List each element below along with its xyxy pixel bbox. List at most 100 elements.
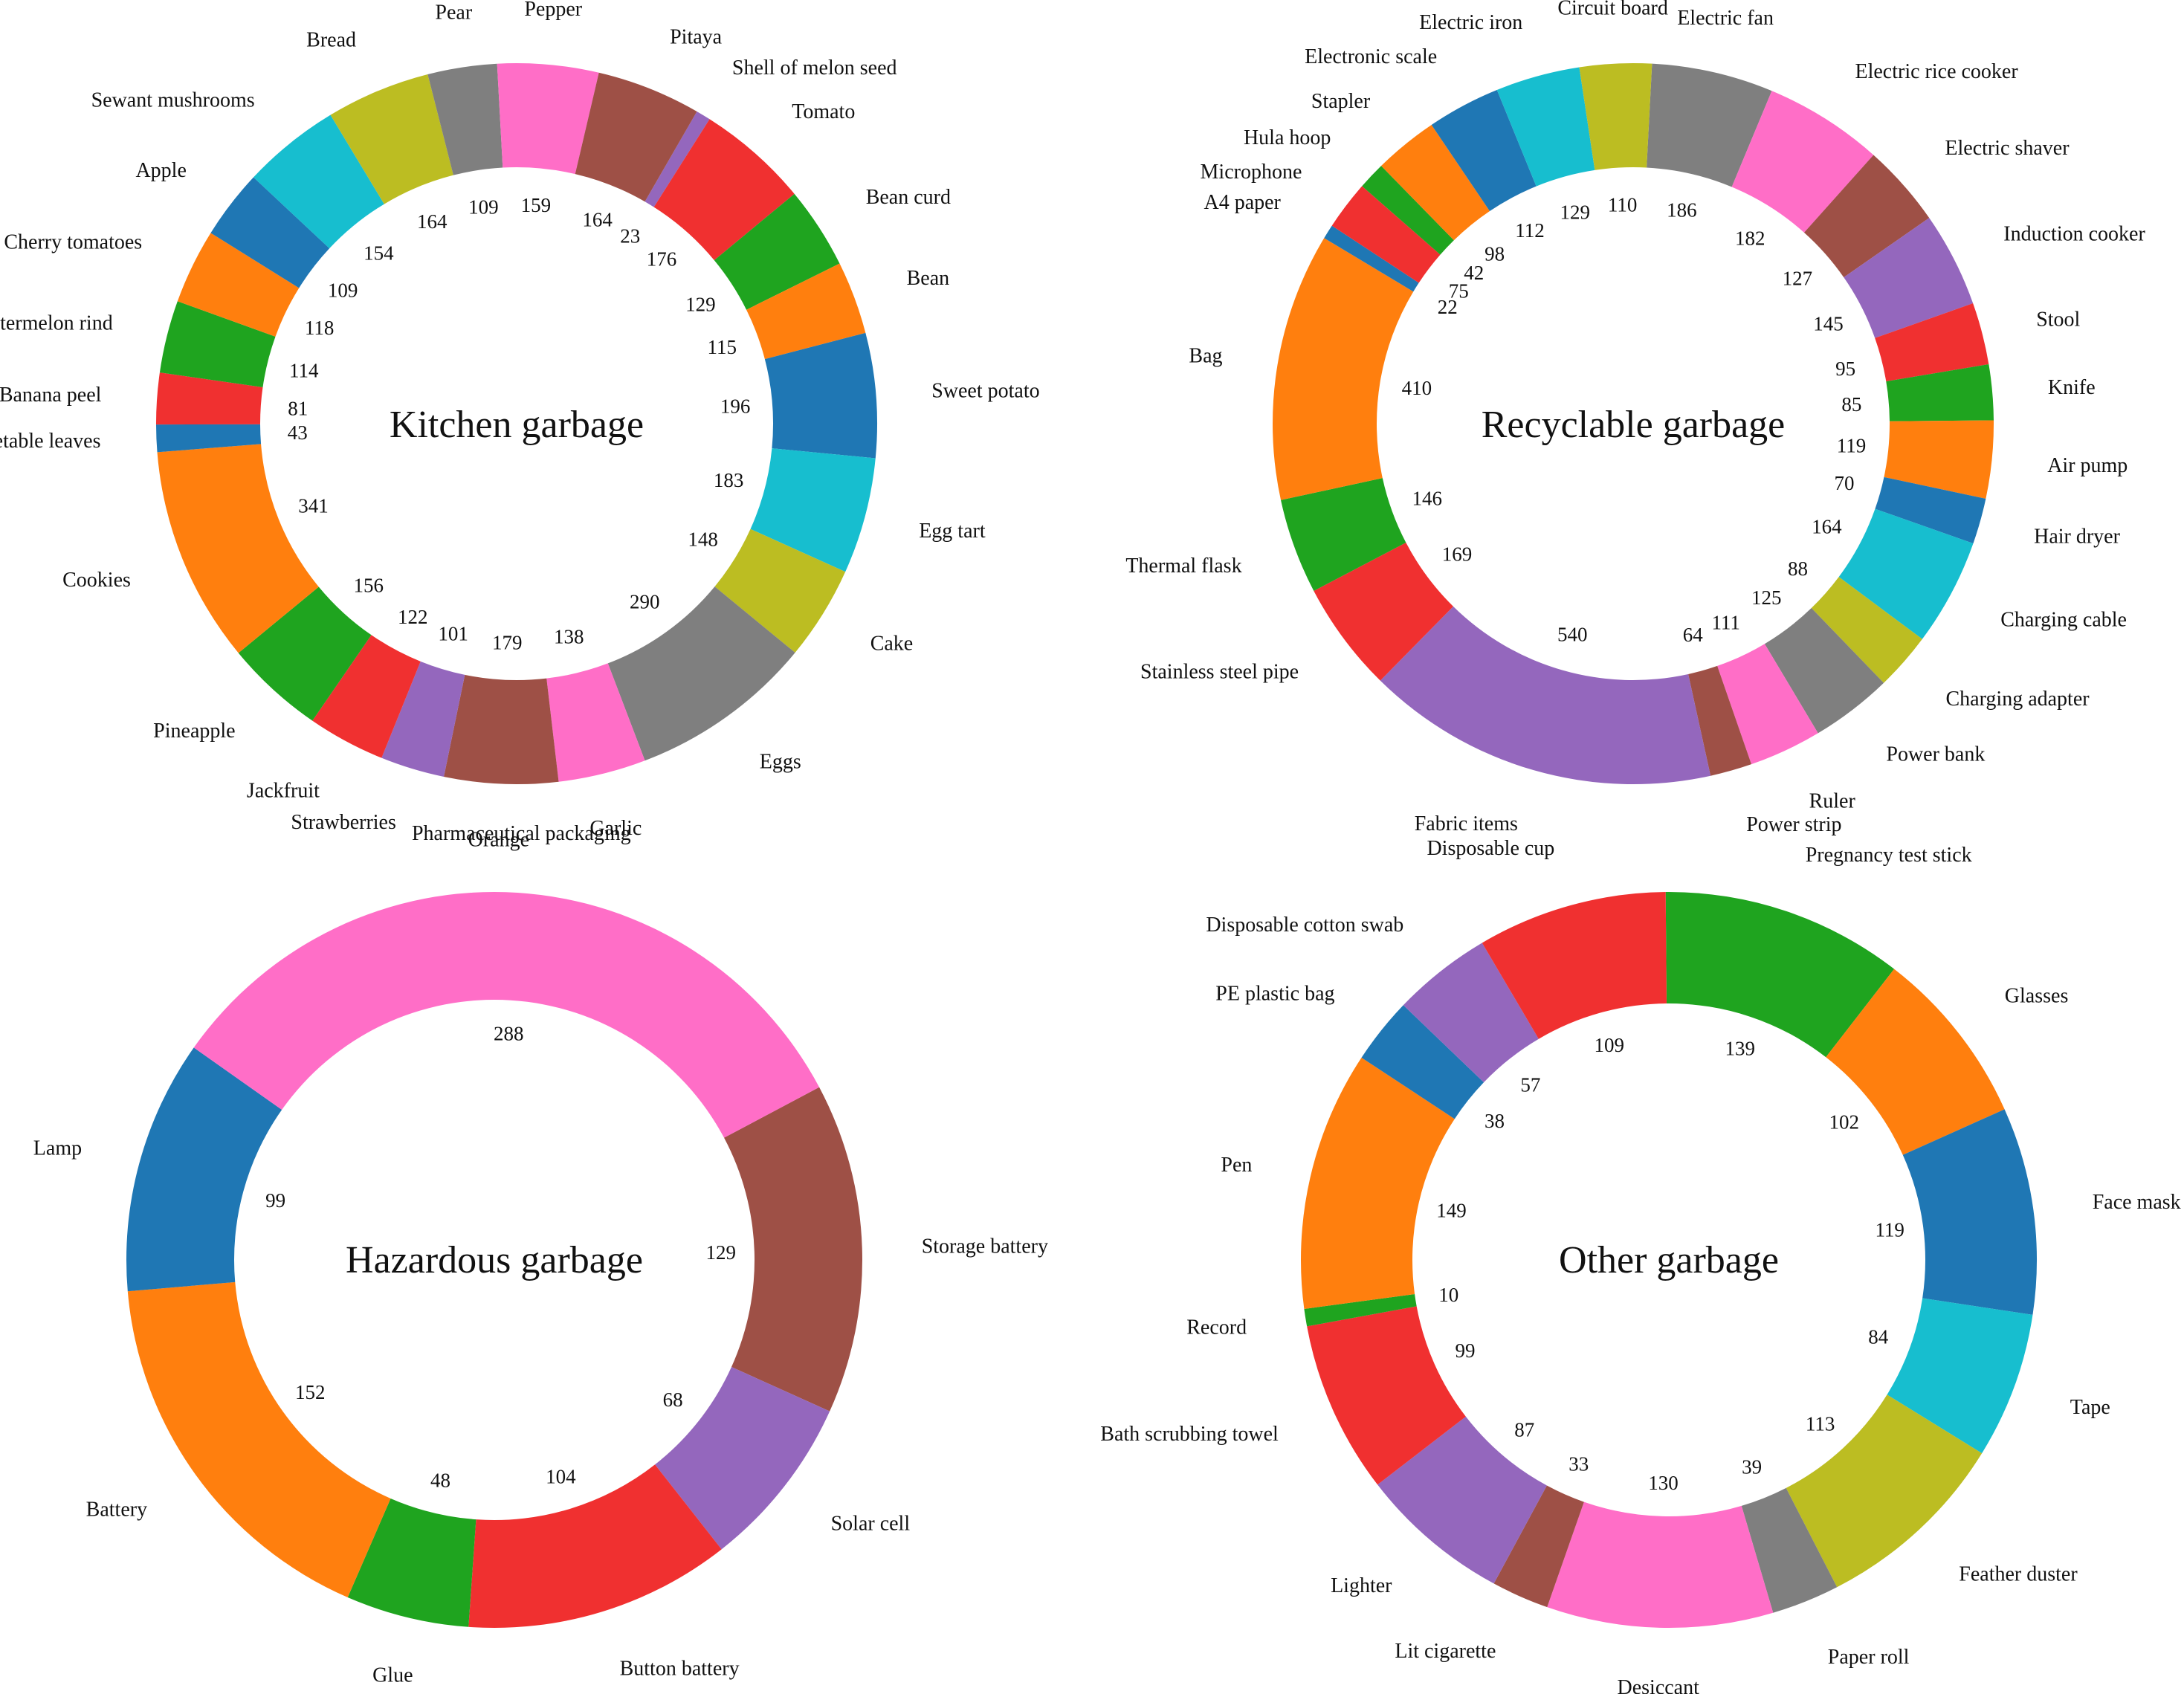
value-hair-dryer: 70 xyxy=(1835,472,1855,494)
wedge-tape xyxy=(1887,1298,2033,1454)
value-desiccant: 130 xyxy=(1648,1472,1679,1494)
label-stapler: Stapler xyxy=(1311,90,1371,113)
value-tomato: 176 xyxy=(647,248,677,271)
value-shell-of-melon-seed: 23 xyxy=(620,225,640,248)
label-bean-curd: Bean curd xyxy=(866,186,951,209)
label-electronic-scale: Electronic scale xyxy=(1305,45,1437,68)
wedge-air-pump xyxy=(1884,420,1994,499)
value-bean-curd: 129 xyxy=(685,293,716,315)
label-sweet-potato: Sweet potato xyxy=(931,380,1039,403)
wedge-pharmaceutical-packaging xyxy=(193,891,820,1138)
label-electric-fan: Electric fan xyxy=(1677,7,1774,30)
value-lamp: 99 xyxy=(265,1189,285,1212)
label-disposable-cotton-swab: Disposable cotton swab xyxy=(1206,914,1403,937)
wedge-pepper xyxy=(497,62,599,175)
value-storage-battery: 129 xyxy=(706,1241,737,1264)
value-battery: 152 xyxy=(295,1381,326,1403)
value-lit-cigarette: 33 xyxy=(1568,1452,1589,1475)
wedge-a4-paper xyxy=(1324,225,1419,292)
wedge-charging-adapter xyxy=(1811,577,1922,683)
wedge-pe-plastic-bag xyxy=(1361,1005,1484,1119)
label-stainless-steel-pipe: Stainless steel pipe xyxy=(1140,660,1299,683)
value-pregnancy-test-stick: 139 xyxy=(1725,1038,1756,1060)
value-a4-paper: 22 xyxy=(1438,296,1458,318)
value-electric-iron: 129 xyxy=(1560,201,1590,224)
wedge-disposable-cup xyxy=(1482,892,1667,1039)
label-electric-rice-cooker: Electric rice cooker xyxy=(1855,60,2019,83)
label-electric-shaver: Electric shaver xyxy=(1945,137,2070,160)
value-jackfruit: 122 xyxy=(398,606,428,628)
wedge-pen xyxy=(1300,1057,1455,1309)
value-orange: 179 xyxy=(492,632,523,654)
value-pharmaceutical-packaging: 288 xyxy=(494,1023,524,1045)
label-pregnancy-test-stick: Pregnancy test stick xyxy=(1806,844,1972,867)
value-bean: 115 xyxy=(708,336,737,358)
other-garbage-chart: Pregnancy test stick 139 Glasses 102 Face ma… xyxy=(1100,837,2180,1694)
label-bath-scrubbing-towel: Bath scrubbing towel xyxy=(1100,1423,1279,1446)
wedge-charging-cable xyxy=(1838,508,1974,639)
value-solar-cell: 68 xyxy=(663,1389,683,1411)
value-knife: 85 xyxy=(1841,393,1861,416)
label-microphone: Microphone xyxy=(1201,161,1302,184)
value-charging-cable: 164 xyxy=(1812,516,1842,538)
label-hair-dryer: Hair dryer xyxy=(2034,526,2121,549)
value-lighter: 87 xyxy=(1514,1419,1534,1441)
label-garlic: Garlic xyxy=(589,817,642,840)
wedge-electric-rice-cooker xyxy=(1731,91,1874,233)
value-microphone: 75 xyxy=(1449,279,1469,302)
wedge-stainless-steel-pipe xyxy=(1314,543,1453,681)
wedge-banana-peel xyxy=(155,372,263,425)
label-circuit-board: Circuit board xyxy=(1557,0,1668,20)
value-egg-tart: 183 xyxy=(714,469,744,491)
label-egg-tart: Egg tart xyxy=(919,520,986,543)
wedge-watermelon-rind xyxy=(159,301,276,387)
wedge-pitaya xyxy=(575,72,697,202)
label-electric-iron: Electric iron xyxy=(1419,11,1522,34)
wedge-orange xyxy=(444,674,559,785)
label-power-bank: Power bank xyxy=(1886,743,1985,766)
value-stool: 95 xyxy=(1835,358,1855,380)
value-garlic: 138 xyxy=(554,626,584,648)
label-tomato: Tomato xyxy=(792,100,855,123)
value-electric-fan: 186 xyxy=(1667,198,1697,221)
label-feather-duster: Feather duster xyxy=(1959,1562,2078,1585)
value-air-pump: 119 xyxy=(1837,435,1867,457)
wedge-apple xyxy=(210,177,330,288)
wedge-knife xyxy=(1886,363,1994,421)
label-watermelon-rind: Watermelon rind xyxy=(0,311,113,334)
wedge-tomato xyxy=(653,119,795,261)
label-solar-cell: Solar cell xyxy=(831,1513,911,1536)
wedge-eggs xyxy=(607,586,795,761)
label-knife: Knife xyxy=(2048,376,2096,399)
value-ruler: 111 xyxy=(1711,611,1740,633)
wedge-pineapple xyxy=(238,586,372,721)
wedge-storage-battery xyxy=(724,1087,862,1412)
wedge-solar-cell xyxy=(655,1367,830,1550)
label-charging-cable: Charging cable xyxy=(2000,608,2127,631)
label-cherry-tomatoes: Cherry tomatoes xyxy=(4,230,142,253)
label-hula-hoop: Hula hoop xyxy=(1244,126,1331,149)
value-electric-rice-cooker: 182 xyxy=(1735,227,1765,249)
wedge-microphone xyxy=(1331,186,1441,283)
label-shell-of-melon-seed: Shell of melon seed xyxy=(732,56,897,80)
label-bread: Bread xyxy=(306,28,356,51)
value-sweet-potato: 196 xyxy=(720,395,751,418)
wedge-electric-fan xyxy=(1647,63,1772,187)
label-orange: Orange xyxy=(468,829,529,852)
label-pitaya: Pitaya xyxy=(670,25,723,48)
wedge-bean xyxy=(746,263,866,360)
wedge-ruler xyxy=(1717,644,1818,765)
value-fabric-items: 540 xyxy=(1557,624,1588,646)
label-pineapple: Pineapple xyxy=(153,720,235,743)
value-strawberries: 101 xyxy=(438,622,468,644)
value-induction-cooker: 145 xyxy=(1813,312,1844,334)
wedge-glue xyxy=(347,1499,476,1627)
value-bread: 164 xyxy=(417,210,448,233)
label-ruler: Ruler xyxy=(1809,790,1856,813)
label-button-battery: Button battery xyxy=(620,1658,740,1681)
wedge-garlic xyxy=(546,663,645,782)
wedge-button-battery xyxy=(468,1464,722,1629)
wedge-desiccant xyxy=(1547,1501,1774,1628)
value-bath-scrubbing-towel: 99 xyxy=(1456,1339,1476,1362)
value-bag: 410 xyxy=(1402,377,1432,399)
